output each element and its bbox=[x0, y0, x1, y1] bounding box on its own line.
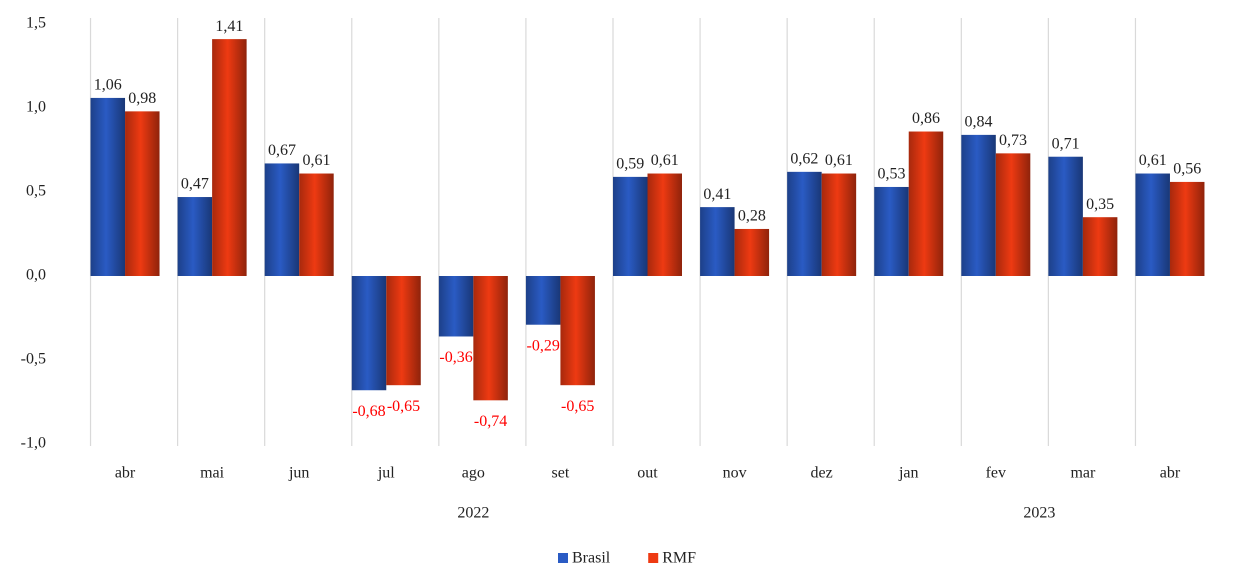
bar bbox=[299, 173, 334, 276]
x-tick-label: out bbox=[637, 465, 658, 482]
y-tick-label: -1,0 bbox=[21, 435, 46, 452]
bar bbox=[125, 111, 160, 276]
value-label: 0,71 bbox=[1052, 135, 1080, 152]
value-label: 0,53 bbox=[877, 166, 905, 183]
y-tick-label: 1,5 bbox=[26, 15, 46, 32]
value-label: 0,98 bbox=[128, 90, 156, 107]
x-tick-label: fev bbox=[986, 465, 1006, 482]
bar bbox=[734, 228, 770, 276]
value-label: -0,74 bbox=[474, 413, 507, 430]
value-label: -0,65 bbox=[561, 398, 594, 415]
value-label: 0,35 bbox=[1086, 196, 1114, 213]
y-tick-label: -0,5 bbox=[21, 351, 46, 368]
bar bbox=[874, 186, 909, 276]
value-label: 0,61 bbox=[302, 152, 330, 169]
bar bbox=[264, 163, 300, 276]
y-tick-label: 1,0 bbox=[26, 99, 46, 116]
bar bbox=[351, 276, 387, 391]
legend-swatch bbox=[648, 553, 659, 563]
bar bbox=[525, 276, 561, 325]
x-tick-label: jan bbox=[898, 465, 919, 482]
bar bbox=[647, 173, 682, 276]
value-label: -0,65 bbox=[387, 398, 420, 415]
value-label: -0,29 bbox=[527, 337, 560, 354]
bar bbox=[821, 173, 857, 276]
value-label: 0,61 bbox=[825, 152, 853, 169]
x-tick-label: set bbox=[552, 465, 570, 482]
value-label: 0,47 bbox=[181, 176, 209, 193]
bar bbox=[908, 131, 944, 276]
bar bbox=[1082, 217, 1118, 276]
bar bbox=[1135, 173, 1170, 276]
bar bbox=[700, 207, 735, 276]
bar bbox=[787, 171, 822, 276]
x-group-label: 2023 bbox=[1023, 505, 1055, 522]
bar bbox=[386, 276, 421, 386]
value-label: 0,41 bbox=[703, 186, 731, 203]
value-label: 0,59 bbox=[616, 156, 644, 173]
value-label: 1,41 bbox=[215, 18, 243, 35]
value-label: 0,84 bbox=[965, 114, 993, 131]
x-tick-label: mai bbox=[200, 465, 225, 482]
x-tick-label: nov bbox=[723, 465, 747, 482]
bar bbox=[438, 276, 474, 337]
value-label: 0,56 bbox=[1173, 161, 1201, 178]
x-tick-label: dez bbox=[811, 465, 833, 482]
value-label: 0,62 bbox=[790, 151, 818, 168]
value-label: 0,61 bbox=[651, 152, 679, 169]
bar bbox=[1048, 156, 1083, 276]
x-tick-label: jul bbox=[377, 465, 395, 482]
legend-label: RMF bbox=[662, 550, 696, 567]
value-label: 0,73 bbox=[999, 132, 1027, 149]
x-tick-label: abr bbox=[1160, 465, 1181, 482]
value-label: -0,68 bbox=[352, 403, 385, 420]
x-tick-label: ago bbox=[462, 465, 485, 482]
bar bbox=[177, 197, 213, 276]
value-label: 0,61 bbox=[1139, 152, 1167, 169]
bar bbox=[961, 134, 996, 276]
bar bbox=[1169, 181, 1205, 276]
bar bbox=[90, 97, 126, 276]
value-label: 0,86 bbox=[912, 110, 940, 127]
x-tick-label: mar bbox=[1070, 465, 1096, 482]
bar bbox=[473, 276, 508, 401]
x-group-label: 2022 bbox=[457, 505, 489, 522]
bar bbox=[560, 276, 595, 386]
legend-label: Brasil bbox=[572, 550, 611, 567]
value-label: 1,06 bbox=[94, 77, 122, 94]
y-tick-label: 0,5 bbox=[26, 183, 46, 200]
value-label: 0,67 bbox=[268, 142, 296, 159]
bar bbox=[613, 176, 648, 276]
value-label: 0,28 bbox=[738, 208, 766, 225]
x-tick-label: jun bbox=[288, 465, 309, 482]
bar bbox=[995, 153, 1031, 276]
bar bbox=[212, 39, 247, 277]
legend-swatch bbox=[558, 553, 568, 563]
y-tick-label: 0,0 bbox=[26, 267, 46, 284]
value-label: -0,36 bbox=[439, 349, 472, 366]
x-tick-label: abr bbox=[115, 465, 136, 482]
